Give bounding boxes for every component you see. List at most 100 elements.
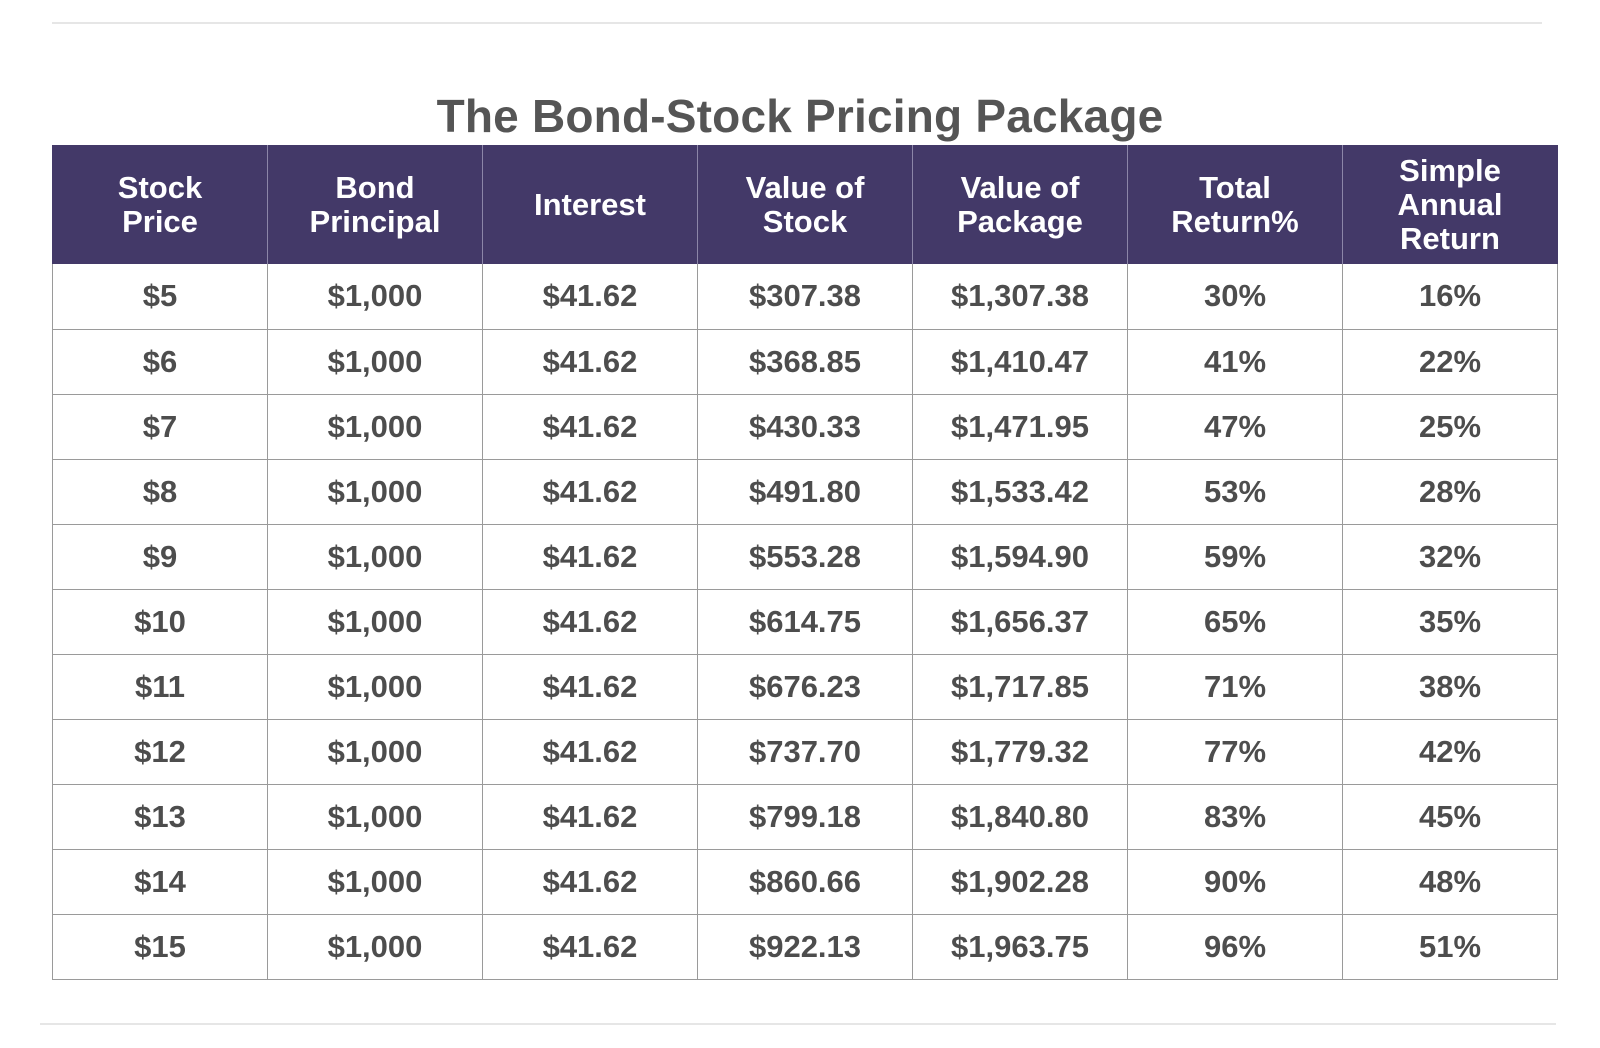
column-header-line: Return% [1171,203,1299,239]
bond-principal-cell: $1,000 [267,913,483,980]
value-of-stock-cell: $430.33 [697,393,913,460]
table-row: $8 $1,000 $41.62 $491.80 $1,533.42 53% 28% [52,458,1558,525]
bond-principal-cell: $1,000 [267,328,483,395]
bond-principal-cell: $1,000 [267,718,483,785]
header-value-of-stock: Value of Stock [697,145,913,264]
simple-annual-return-cell: 35% [1342,588,1558,655]
table-row: $15 $1,000 $41.62 $922.13 $1,963.75 96% 51% [52,913,1558,980]
bond-principal-cell: $1,000 [267,848,483,915]
simple-annual-return-cell: 51% [1342,913,1558,980]
column-header-line: Value of [745,169,865,205]
column-header-line: Total [1199,169,1271,205]
interest-cell: $41.62 [482,848,698,915]
simple-annual-return-cell: 22% [1342,328,1558,395]
interest-cell: $41.62 [482,393,698,460]
pricing-table: Stock Price Bond Principal Interest Value of S… [52,145,1558,980]
stock-price-cell: $6 [52,328,268,395]
total-return-cell: 83% [1127,783,1343,850]
total-return-cell: 90% [1127,848,1343,915]
bond-principal-cell: $1,000 [267,458,483,525]
bottom-divider [40,1023,1556,1025]
stock-price-cell: $8 [52,458,268,525]
column-header-line: Interest [534,186,646,222]
stock-price-cell: $15 [52,913,268,980]
table-row: $9 $1,000 $41.62 $553.28 $1,594.90 59% 32% [52,523,1558,590]
stock-price-cell: $10 [52,588,268,655]
page-title: The Bond-Stock Pricing Package [436,89,1164,142]
column-header-line: Package [957,203,1083,239]
header-stock-price: Stock Price [52,145,268,264]
header-interest: Interest [482,145,698,264]
stock-price-cell: $14 [52,848,268,915]
total-return-cell: 59% [1127,523,1343,590]
table-body: $5 $1,000 $41.62 $307.38 $1,307.38 30% 16% $6 $1… [52,264,1558,980]
header-row: Stock Price Bond Principal Interest Value of S… [52,145,1558,264]
bond-principal-cell: $1,000 [267,783,483,850]
total-return-cell: 41% [1127,328,1343,395]
total-return-cell: 65% [1127,588,1343,655]
total-return-cell: 47% [1127,393,1343,460]
value-of-package-cell: $1,717.85 [912,653,1128,720]
stock-price-cell: $5 [52,264,268,330]
bond-principal-cell: $1,000 [267,588,483,655]
column-header-line: Return [1400,220,1500,256]
total-return-cell: 30% [1127,264,1343,330]
header-value-of-package: Value of Package [912,145,1128,264]
value-of-package-cell: $1,902.28 [912,848,1128,915]
table-row: $14 $1,000 $41.62 $860.66 $1,902.28 90% 48% [52,848,1558,915]
stock-price-cell: $13 [52,783,268,850]
simple-annual-return-cell: 45% [1342,783,1558,850]
interest-cell: $41.62 [482,264,698,330]
table-row: $13 $1,000 $41.62 $799.18 $1,840.80 83% 45% [52,783,1558,850]
value-of-package-cell: $1,594.90 [912,523,1128,590]
bond-principal-cell: $1,000 [267,653,483,720]
value-of-stock-cell: $614.75 [697,588,913,655]
stock-price-cell: $11 [52,653,268,720]
table-row: $12 $1,000 $41.62 $737.70 $1,779.32 77% 42% [52,718,1558,785]
simple-annual-return-cell: 16% [1342,264,1558,330]
table-row: $5 $1,000 $41.62 $307.38 $1,307.38 30% 16% [52,264,1558,330]
value-of-stock-cell: $922.13 [697,913,913,980]
value-of-stock-cell: $860.66 [697,848,913,915]
interest-cell: $41.62 [482,653,698,720]
total-return-cell: 71% [1127,653,1343,720]
total-return-cell: 53% [1127,458,1343,525]
simple-annual-return-cell: 48% [1342,848,1558,915]
value-of-package-cell: $1,840.80 [912,783,1128,850]
simple-annual-return-cell: 28% [1342,458,1558,525]
table-header: Stock Price Bond Principal Interest Value of S… [52,145,1558,264]
column-header-line: Stock [117,169,203,205]
column-header-line: Simple [1399,152,1501,188]
total-return-cell: 96% [1127,913,1343,980]
column-header-line: Annual [1397,186,1503,222]
header-total-return: Total Return% [1127,145,1343,264]
simple-annual-return-cell: 25% [1342,393,1558,460]
table-row: $10 $1,000 $41.62 $614.75 $1,656.37 65% 35% [52,588,1558,655]
value-of-package-cell: $1,779.32 [912,718,1128,785]
interest-cell: $41.62 [482,588,698,655]
simple-annual-return-cell: 38% [1342,653,1558,720]
bond-principal-cell: $1,000 [267,523,483,590]
value-of-stock-cell: $676.23 [697,653,913,720]
value-of-stock-cell: $307.38 [697,264,913,330]
header-bond-principal: Bond Principal [267,145,483,264]
value-of-package-cell: $1,656.37 [912,588,1128,655]
column-header-line: Stock [762,203,848,239]
bond-principal-cell: $1,000 [267,393,483,460]
simple-annual-return-cell: 42% [1342,718,1558,785]
total-return-cell: 77% [1127,718,1343,785]
value-of-package-cell: $1,410.47 [912,328,1128,395]
value-of-stock-cell: $799.18 [697,783,913,850]
table-row: $6 $1,000 $41.62 $368.85 $1,410.47 41% 22% [52,328,1558,395]
header-simple-annual-return: Simple Annual Return [1342,145,1558,264]
interest-cell: $41.62 [482,913,698,980]
column-header-line: Principal [309,203,441,239]
value-of-package-cell: $1,471.95 [912,393,1128,460]
bond-principal-cell: $1,000 [267,264,483,330]
interest-cell: $41.62 [482,718,698,785]
simple-annual-return-cell: 32% [1342,523,1558,590]
table-row: $11 $1,000 $41.62 $676.23 $1,717.85 71% 38% [52,653,1558,720]
stock-price-cell: $12 [52,718,268,785]
value-of-stock-cell: $368.85 [697,328,913,395]
interest-cell: $41.62 [482,328,698,395]
